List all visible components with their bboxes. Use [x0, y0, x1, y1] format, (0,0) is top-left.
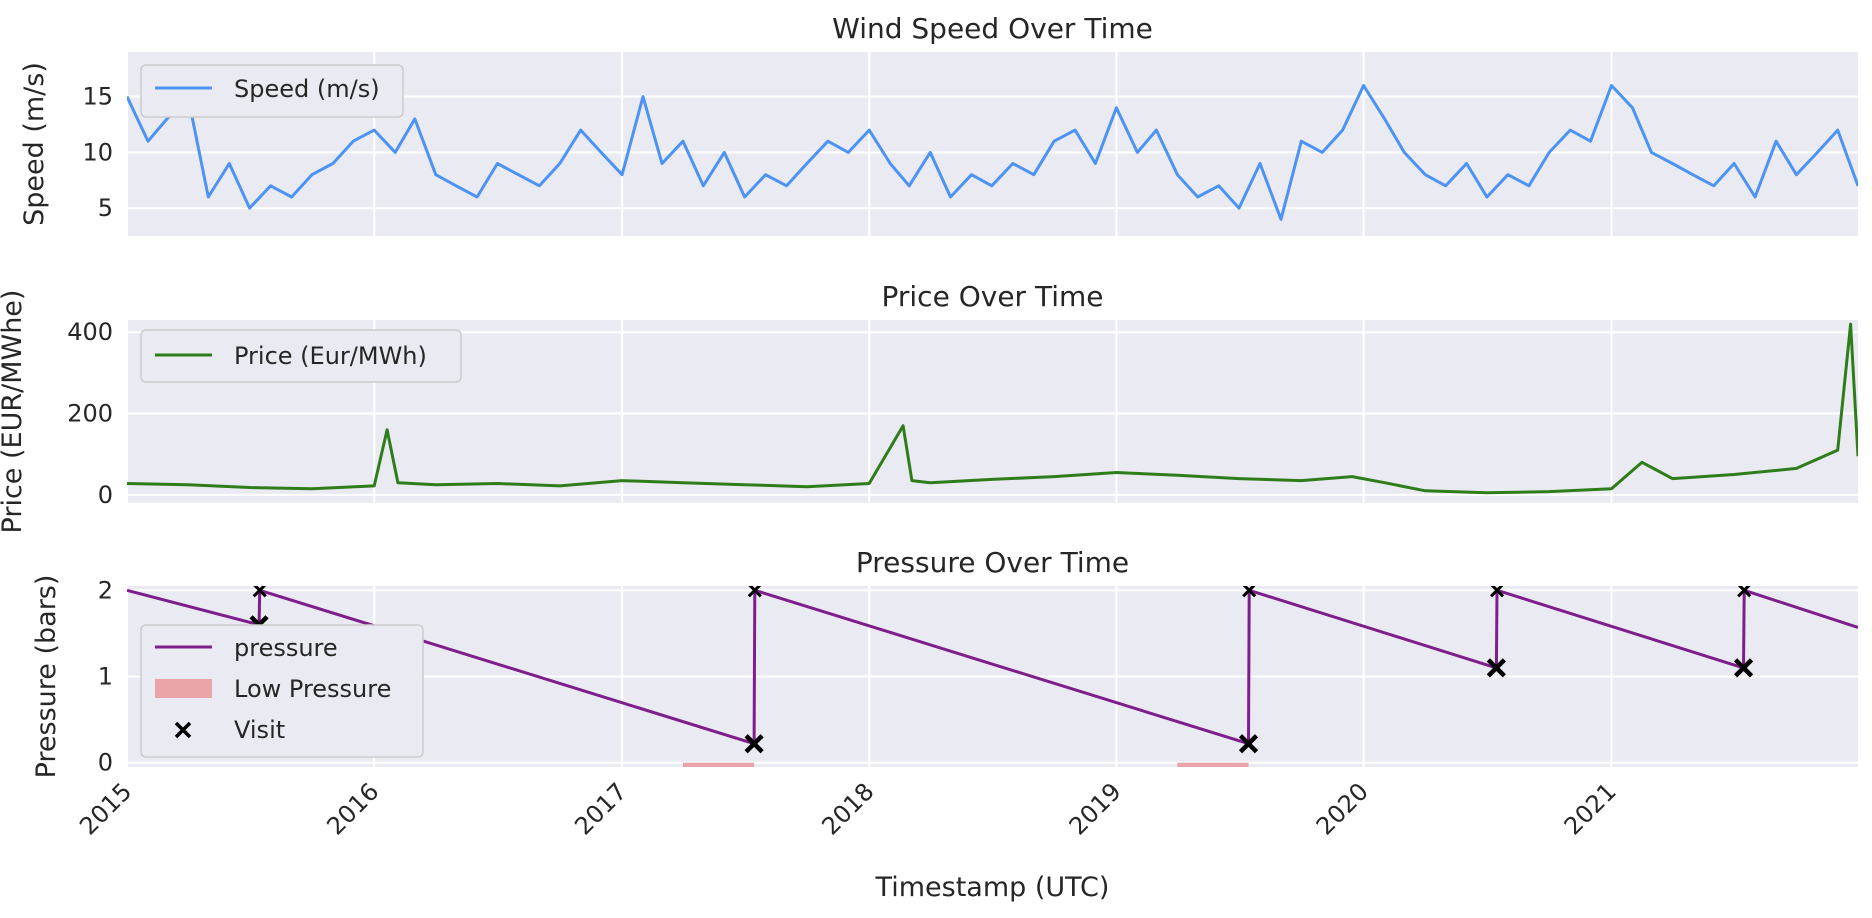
low-pressure-span: [683, 762, 755, 767]
y-tick-label: 2: [98, 576, 113, 604]
legend: Price (Eur/MWh): [140, 329, 462, 383]
subplot-3: 0 1 2 Pressure Over Time Pressure (bars) pres…: [31, 546, 1858, 779]
plot-background: [127, 52, 1858, 236]
plot-area: [127, 586, 1858, 767]
legend: pressure Low Pressure Visit: [140, 624, 424, 758]
visit-marker: [744, 734, 764, 754]
legend-box: [140, 64, 404, 118]
series-line: [127, 322, 1858, 495]
x-tick-label: 2016: [321, 777, 384, 840]
subplot-1: 5 10 15 Wind Speed Over Time Speed (m/s) Spee…: [19, 12, 1858, 236]
x-tick-label: 2020: [1311, 777, 1374, 840]
visit-marker: [1238, 734, 1259, 754]
x-tick-label: 2021: [1559, 777, 1622, 840]
visit-marker: [1489, 586, 1505, 598]
y-tick-label: 10: [82, 138, 113, 166]
y-axis-label: Price (EUR/MWhe): [0, 290, 28, 534]
legend-swatch: [174, 721, 192, 739]
legend-box: [140, 329, 462, 383]
visit-marker: [1486, 658, 1506, 678]
y-tick-label: 0: [98, 749, 113, 777]
legend-label: pressure: [234, 634, 338, 662]
visit-marker: [1242, 586, 1257, 598]
x-tick-label: 2018: [816, 777, 879, 840]
series-line: [127, 84, 1858, 221]
y-axis-label: Speed (m/s): [19, 62, 50, 226]
series-line: [127, 588, 1858, 746]
visit-marker: [252, 586, 267, 598]
x-axis-label: Timestamp (UTC): [875, 872, 1110, 903]
subplot-title: Price Over Time: [882, 280, 1104, 313]
y-axis-label: Pressure (bars): [31, 575, 62, 779]
legend-label: Visit: [234, 716, 285, 744]
subplot-title: Pressure Over Time: [856, 546, 1129, 579]
legend-label: Speed (m/s): [234, 75, 380, 103]
subplot-2: 0 200 400 Price Over Time Price (EUR/MWhe) Pr…: [0, 280, 1858, 533]
visit-marker: [1733, 658, 1754, 678]
x-tick-label: 2017: [569, 777, 632, 840]
legend-swatch: [155, 679, 212, 698]
visit-marker: [1737, 586, 1752, 598]
y-tick-label: 200: [67, 400, 113, 428]
y-tick-label: 0: [98, 481, 113, 509]
legend: Speed (m/s): [140, 64, 404, 118]
y-tick-label: 15: [82, 83, 113, 111]
x-tick-label: 2019: [1064, 777, 1127, 840]
visit-marker: [747, 586, 762, 598]
legend-label: Price (Eur/MWh): [234, 342, 427, 370]
y-tick-label: 5: [98, 194, 113, 222]
plot-area: [127, 322, 1858, 495]
subplot-title: Wind Speed Over Time: [832, 12, 1153, 45]
x-axis: 2015 2016 2017 2018 2019 2020 2021 Timestamp (U…: [74, 777, 1621, 903]
y-tick-label: 1: [98, 663, 113, 691]
plot-area: [127, 84, 1858, 221]
legend-label: Low Pressure: [234, 675, 391, 703]
low-pressure-span: [1177, 762, 1249, 767]
legend-box: [140, 624, 424, 758]
x-tick-label: 2015: [74, 777, 137, 840]
y-tick-label: 400: [67, 318, 113, 346]
